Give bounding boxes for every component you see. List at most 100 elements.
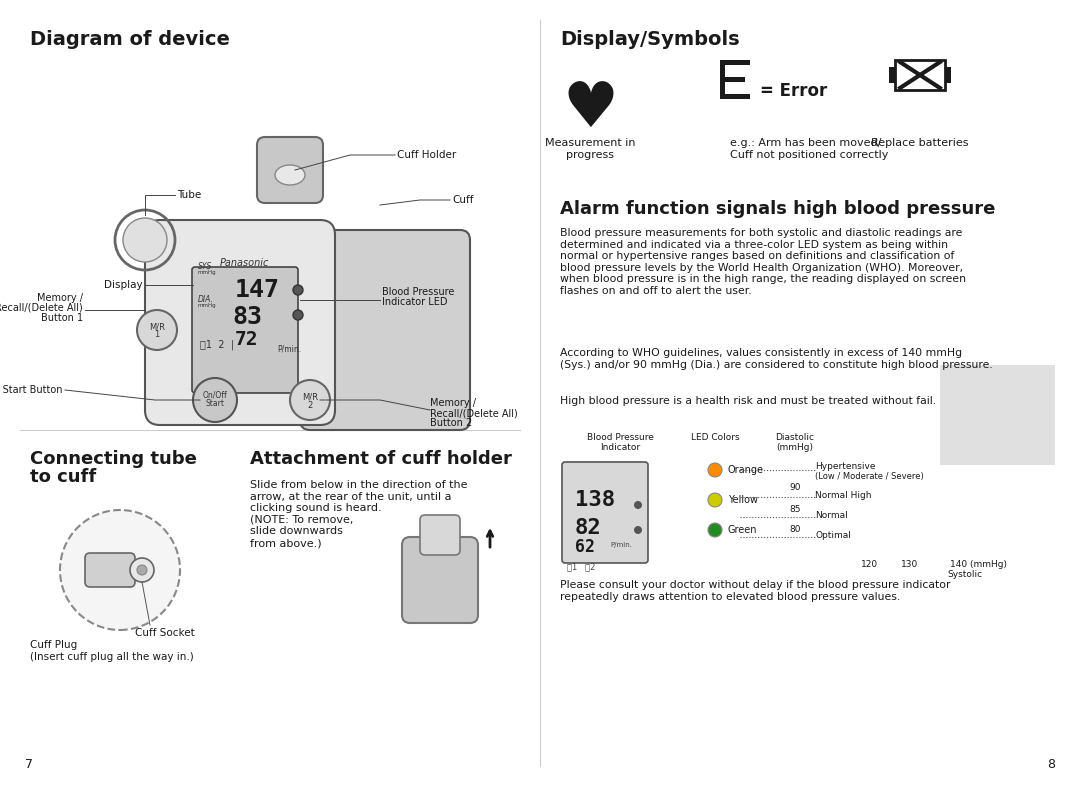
FancyBboxPatch shape: [192, 267, 298, 393]
Text: Replace batteries: Replace batteries: [872, 138, 969, 148]
Text: 147: 147: [235, 278, 280, 302]
Text: Start: Start: [205, 399, 225, 408]
Text: Recall/(Delete All): Recall/(Delete All): [430, 408, 517, 418]
Text: 72: 72: [235, 330, 258, 349]
Circle shape: [60, 510, 180, 630]
Text: P/min.: P/min.: [610, 542, 632, 548]
Text: Recall/(Delete All): Recall/(Delete All): [0, 303, 83, 313]
Bar: [720, 60, 750, 65]
Text: ♥: ♥: [562, 80, 618, 140]
Text: Blood Pressure
Indicator: Blood Pressure Indicator: [586, 433, 653, 453]
Text: ⓜ1  2  |: ⓜ1 2 |: [200, 340, 234, 351]
Text: e.g.: Arm has been moved/
Cuff not positioned correctly: e.g.: Arm has been moved/ Cuff not posit…: [730, 138, 889, 160]
Text: 140 (mmHg): 140 (mmHg): [950, 560, 1007, 569]
FancyBboxPatch shape: [300, 230, 470, 430]
Text: 120: 120: [862, 560, 878, 569]
Text: Hypertensive: Hypertensive: [815, 462, 876, 471]
Text: Memory /: Memory /: [430, 398, 476, 408]
Text: 80: 80: [789, 525, 800, 534]
Text: According to WHO guidelines, values consistently in excess of 140 mmHg
(Sys.) an: According to WHO guidelines, values cons…: [561, 348, 993, 369]
Text: Slide from below in the direction of the
arrow, at the rear of the unit, until a: Slide from below in the direction of the…: [249, 480, 468, 548]
Text: 8: 8: [1047, 758, 1055, 771]
Bar: [940, 365, 1055, 465]
Text: = Error: = Error: [760, 82, 827, 100]
Text: Diastolic
(mmHg): Diastolic (mmHg): [775, 433, 814, 453]
Text: P/min.: P/min.: [276, 344, 301, 353]
Bar: [720, 77, 745, 82]
Circle shape: [193, 378, 237, 422]
Text: Systolic: Systolic: [947, 570, 983, 579]
Bar: [720, 94, 750, 99]
Bar: [889, 67, 895, 83]
Text: 1: 1: [154, 330, 160, 339]
Text: M/R: M/R: [302, 393, 318, 402]
Text: Memory /: Memory /: [37, 293, 83, 303]
Circle shape: [130, 558, 154, 582]
Text: (Low / Moderate / Severe): (Low / Moderate / Severe): [815, 472, 923, 481]
Circle shape: [293, 285, 303, 295]
Circle shape: [137, 565, 147, 575]
Circle shape: [708, 463, 723, 477]
Text: LED Colors: LED Colors: [691, 433, 740, 442]
FancyBboxPatch shape: [145, 220, 335, 425]
Text: DIA.: DIA.: [198, 295, 214, 304]
Ellipse shape: [275, 165, 305, 185]
Text: Measurement in
progress: Measurement in progress: [544, 138, 635, 160]
FancyBboxPatch shape: [420, 515, 460, 555]
Text: Connecting tube: Connecting tube: [30, 450, 197, 468]
Text: Alarm function signals high blood pressure: Alarm function signals high blood pressu…: [561, 200, 996, 218]
Text: On/Off: On/Off: [203, 391, 228, 400]
Text: Indicator LED: Indicator LED: [382, 297, 447, 307]
Circle shape: [291, 380, 330, 420]
Text: Display/Symbols: Display/Symbols: [561, 30, 740, 49]
Text: Blood pressure measurements for both systolic and diastolic readings are
determi: Blood pressure measurements for both sys…: [561, 228, 966, 296]
Text: Button 1: Button 1: [41, 313, 83, 323]
Text: Attachment of cuff holder: Attachment of cuff holder: [249, 450, 512, 468]
Text: Tube: Tube: [177, 190, 201, 200]
Text: Normal High: Normal High: [815, 490, 872, 499]
FancyBboxPatch shape: [562, 462, 648, 563]
Text: Button 2: Button 2: [430, 418, 472, 428]
Text: 62: 62: [575, 538, 595, 556]
Bar: [720, 60, 725, 99]
Circle shape: [123, 218, 167, 262]
Text: Orange: Orange: [728, 465, 764, 475]
Text: 90: 90: [789, 483, 800, 492]
Text: Cuff Holder: Cuff Holder: [397, 150, 456, 160]
Bar: [945, 67, 951, 83]
Text: Green: Green: [728, 525, 757, 535]
Circle shape: [708, 493, 723, 507]
Text: 7: 7: [25, 758, 33, 771]
Text: mmHg: mmHg: [198, 270, 217, 275]
Circle shape: [137, 310, 177, 350]
Text: Cuff Plug
(Insert cuff plug all the way in.): Cuff Plug (Insert cuff plug all the way …: [30, 640, 193, 662]
Text: 82: 82: [575, 518, 602, 538]
Text: 2: 2: [308, 401, 312, 410]
Circle shape: [708, 523, 723, 537]
Text: ⓜ1   ⓜ2: ⓜ1 ⓜ2: [567, 562, 595, 571]
Text: High blood pressure is a health risk and must be treated without fail.: High blood pressure is a health risk and…: [561, 396, 936, 406]
Text: Cuff Socket: Cuff Socket: [135, 628, 194, 638]
Text: 85: 85: [789, 505, 800, 514]
Text: SYS: SYS: [198, 262, 213, 271]
Text: Display: Display: [105, 280, 143, 290]
Text: ON/OFF / Start Button: ON/OFF / Start Button: [0, 385, 63, 395]
Text: Diagram of device: Diagram of device: [30, 30, 230, 49]
Text: Panasonic: Panasonic: [220, 258, 269, 268]
Text: 130: 130: [902, 560, 919, 569]
FancyBboxPatch shape: [85, 553, 135, 587]
Text: 83: 83: [232, 305, 262, 329]
Circle shape: [293, 310, 303, 320]
Circle shape: [634, 501, 642, 509]
FancyBboxPatch shape: [402, 537, 478, 623]
Text: 138: 138: [575, 490, 616, 510]
Text: Cuff: Cuff: [453, 195, 473, 205]
Text: Optimal: Optimal: [815, 531, 851, 539]
Text: Blood Pressure: Blood Pressure: [382, 287, 455, 297]
Circle shape: [634, 526, 642, 534]
FancyBboxPatch shape: [257, 137, 323, 203]
Text: Please consult your doctor without delay if the blood pressure indicator
repeate: Please consult your doctor without delay…: [561, 580, 950, 601]
Text: Yellow: Yellow: [728, 495, 758, 505]
Text: mmHg: mmHg: [198, 303, 217, 308]
Text: Normal: Normal: [815, 510, 848, 520]
